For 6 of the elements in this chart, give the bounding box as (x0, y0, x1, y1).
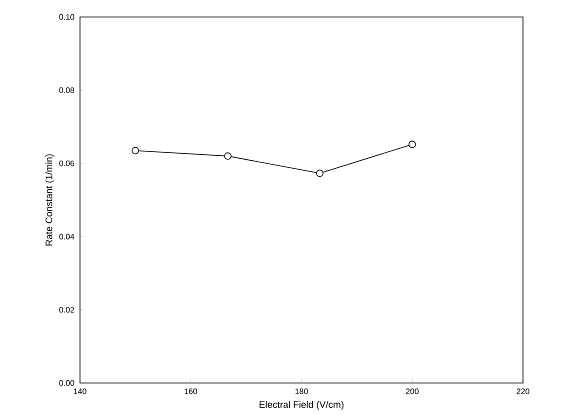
point (408, 140, 416, 148)
point (132, 146, 140, 154)
point (224, 152, 232, 160)
x-axis-title: Electral Field (V/cm) (260, 400, 344, 410)
point (316, 170, 324, 177)
y-axis-title: Rate Constant (1/min) (45, 154, 54, 246)
